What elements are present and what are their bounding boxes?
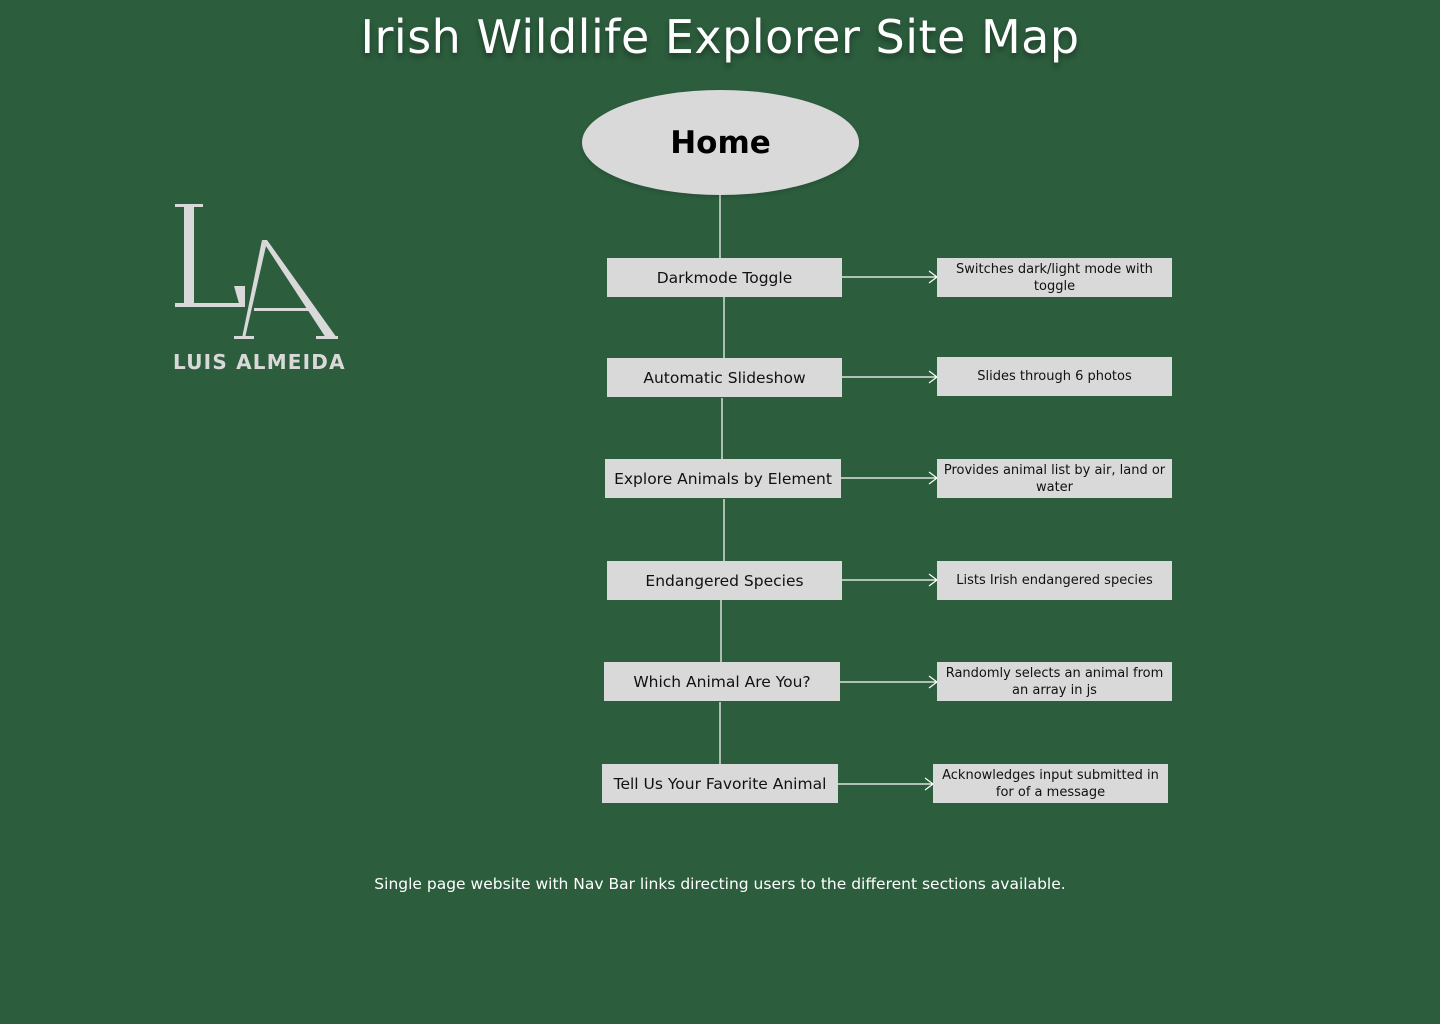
description-node-explore: Provides animal list by air, land or wat… [937, 459, 1172, 498]
feature-label: Automatic Slideshow [643, 368, 806, 387]
home-label: Home [670, 124, 771, 161]
feature-node-which-animal: Which Animal Are You? [604, 662, 840, 701]
arrow-head [924, 777, 934, 791]
logo-name: LUIS ALMEIDA [173, 350, 346, 374]
feature-label: Darkmode Toggle [656, 268, 793, 287]
feature-node-endangered-species: Endangered Species [607, 561, 842, 600]
feature-label: Tell Us Your Favorite Animal [613, 774, 827, 793]
la-monogram-logo [175, 204, 338, 339]
feature-node-automatic-slideshow: Automatic Slideshow [607, 358, 842, 397]
description-node-slideshow: Slides through 6 photos [937, 357, 1172, 396]
description-node-endangered: Lists Irish endangered species [937, 561, 1172, 600]
description-text: Provides animal list by air, land or wat… [943, 462, 1166, 495]
feature-label: Endangered Species [645, 571, 804, 590]
description-text: Lists Irish endangered species [956, 573, 1153, 588]
description-text: Acknowledges input submitted in for of a… [942, 767, 1159, 800]
arrow-head [928, 675, 938, 689]
description-text: Switches dark/light mode with toggle [956, 261, 1153, 294]
arrow-head [928, 471, 938, 485]
description-node-darkmode: Switches dark/light mode with toggle [937, 258, 1172, 297]
arrow-head [928, 573, 938, 587]
description-text: Slides through 6 photos [977, 369, 1132, 384]
feature-label: Which Animal Are You? [633, 672, 811, 691]
feature-node-explore-animals: Explore Animals by Element [605, 459, 841, 498]
diagram-title: Irish Wildlife Explorer Site Map [360, 10, 1080, 64]
home-node: Home [582, 90, 859, 195]
feature-label: Explore Animals by Element [614, 469, 832, 488]
description-node-which-animal: Randomly selects an animal from an array… [937, 662, 1172, 701]
description-text: Randomly selects an animal from an array… [945, 665, 1164, 698]
feature-node-favorite-animal: Tell Us Your Favorite Animal [602, 764, 838, 803]
footnote: Single page website with Nav Bar links d… [374, 875, 1066, 893]
description-node-favorite-animal: Acknowledges input submitted in for of a… [933, 764, 1168, 803]
logo: LUIS ALMEIDA [170, 196, 345, 381]
feature-node-darkmode-toggle: Darkmode Toggle [607, 258, 842, 297]
arrow-head [928, 370, 938, 384]
arrow-head [928, 270, 938, 284]
